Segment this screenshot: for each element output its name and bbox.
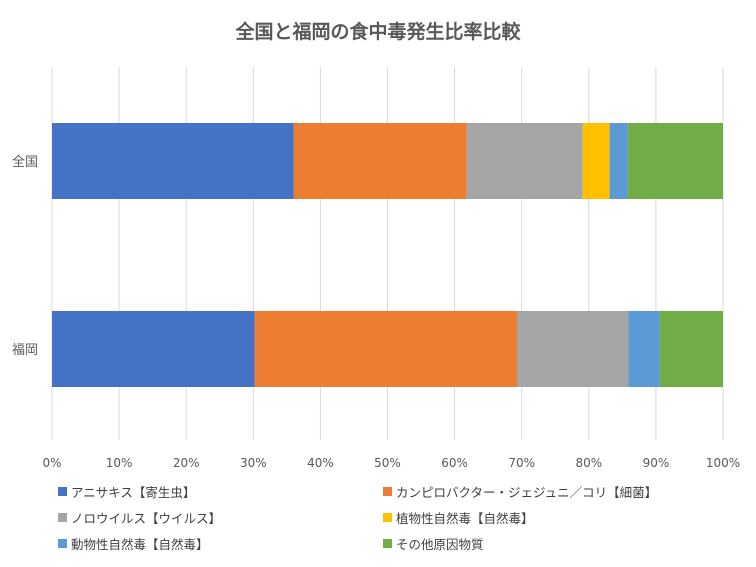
x-tick-label: 30%	[240, 456, 267, 470]
legend-label: ノロウイルス【ウイルス】	[71, 511, 222, 526]
legend-item: その他原因物質	[383, 534, 738, 553]
legend-item: カンピロバクター・ジェジュニ／コリ【細菌】	[383, 482, 738, 501]
x-tick-label: 40%	[307, 456, 334, 470]
bar-segment	[627, 123, 723, 199]
x-tick-label: 0%	[42, 456, 61, 470]
legend-item: ノロウイルス【ウイルス】	[58, 508, 383, 527]
legend-label: その他原因物質	[396, 537, 484, 552]
legend-label: アニサキス【寄生虫】	[71, 485, 196, 500]
category-label: 福岡	[12, 343, 38, 358]
legend-swatch	[58, 487, 67, 496]
legend-item: 動物性自然毒【自然毒】	[58, 534, 383, 553]
bar-segment	[517, 311, 629, 387]
bar-segment	[293, 123, 467, 199]
bar-segment	[52, 123, 294, 199]
bar-segment	[52, 311, 255, 387]
x-tick-label: 70%	[508, 456, 535, 470]
legend-label: カンピロバクター・ジェジュニ／コリ【細菌】	[396, 485, 658, 500]
chart-title: 全国と福岡の食中毒発生比率比較	[234, 20, 521, 43]
legend-swatch	[383, 487, 392, 496]
x-tick-label: 100%	[706, 456, 740, 470]
x-tick-label: 80%	[575, 456, 602, 470]
legend-swatch	[383, 513, 392, 522]
legend-item: アニサキス【寄生虫】	[58, 482, 383, 501]
x-tick-label: 50%	[374, 456, 401, 470]
x-tick-label: 90%	[643, 456, 670, 470]
legend-label: 動物性自然毒【自然毒】	[71, 537, 209, 552]
bar-segment	[466, 123, 583, 199]
bars-layer	[52, 123, 723, 387]
bar-segment	[628, 311, 660, 387]
x-tick-label: 20%	[173, 456, 200, 470]
legend-swatch	[58, 539, 67, 548]
x-tick-label: 60%	[441, 456, 468, 470]
legend-item: 植物性自然毒【自然毒】	[383, 508, 738, 527]
category-label: 全国	[12, 154, 38, 170]
legend-swatch	[58, 513, 67, 522]
bar-segment	[659, 311, 723, 387]
bar-segment	[254, 311, 518, 387]
bar-segment	[582, 123, 610, 199]
legend-swatch	[383, 539, 392, 548]
x-tick-label: 10%	[106, 456, 133, 470]
legend-label: 植物性自然毒【自然毒】	[396, 511, 534, 526]
legend: アニサキス【寄生虫】 カンピロバクター・ジェジュニ／コリ【細菌】ノロウイルス【ウイ…	[58, 482, 738, 553]
bar-segment	[609, 123, 628, 199]
